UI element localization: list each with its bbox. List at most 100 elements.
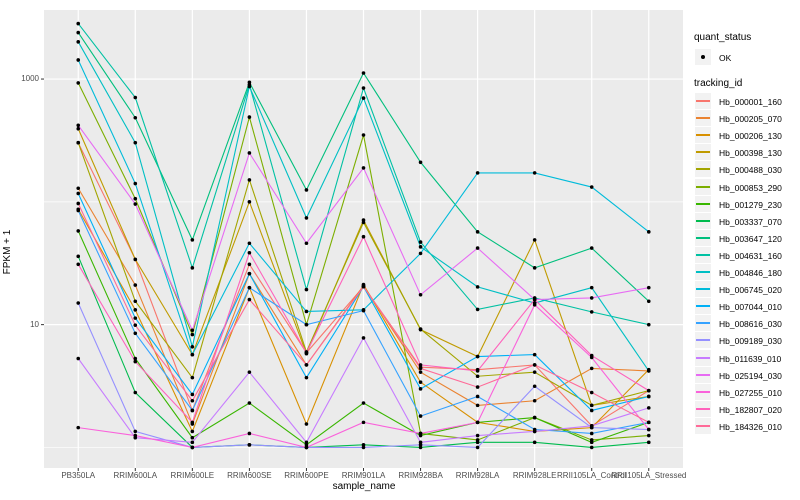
series-color-key-icon: [695, 127, 711, 144]
data-point: [418, 245, 423, 249]
data-point: [133, 283, 138, 287]
series-color-key-icon: [695, 400, 711, 417]
data-point: [418, 363, 423, 367]
data-point: [532, 429, 537, 434]
legend-item-label: OK: [719, 53, 732, 63]
data-point: [361, 336, 366, 340]
legend: quant_status OK tracking_id Hb_000001_16…: [693, 0, 800, 500]
data-point: [646, 440, 651, 445]
data-point: [76, 186, 81, 191]
x-tick-label: RRIM600PE: [284, 471, 329, 480]
series-color-key-icon: [695, 246, 711, 263]
data-point: [418, 292, 423, 297]
data-point: [589, 445, 594, 450]
x-tick-label: RRII105LA_Control: [557, 471, 627, 480]
ok-point-key-icon: [695, 49, 711, 65]
data-point: [190, 429, 195, 434]
data-point: [361, 86, 366, 90]
data-point: [475, 394, 480, 399]
data-point: [418, 240, 423, 244]
data-point: [418, 366, 423, 371]
legend-item-label: Hb_025194_030: [719, 370, 782, 381]
data-point: [76, 262, 81, 267]
data-point: [190, 440, 195, 445]
data-point: [589, 424, 594, 428]
legend-item-label: Hb_009189_030: [719, 336, 782, 347]
data-point: [475, 285, 480, 289]
data-point: [190, 445, 195, 450]
y-axis-title: FPKM + 1: [2, 229, 13, 275]
data-point: [133, 316, 138, 320]
data-point: [190, 266, 195, 270]
data-point: [589, 431, 594, 436]
data-point: [418, 380, 423, 384]
data-point: [304, 188, 309, 192]
data-point: [361, 234, 366, 239]
data-point: [646, 230, 651, 234]
data-point: [361, 308, 366, 313]
data-point: [190, 408, 195, 413]
data-point: [133, 356, 138, 361]
data-point: [247, 178, 252, 182]
data-point: [190, 344, 195, 349]
data-point: [532, 266, 537, 270]
series-color-key-icon: [695, 195, 711, 212]
data-point: [418, 414, 423, 418]
x-tick-label: RRIM600LE: [170, 471, 215, 480]
legend-item-label: Hb_184326_010: [719, 421, 782, 432]
series-color-key-icon: [695, 349, 711, 366]
data-point: [247, 443, 252, 447]
data-point: [247, 250, 252, 255]
data-point: [646, 433, 651, 438]
data-point: [133, 308, 138, 312]
legend-item-label: Hb_008616_030: [719, 319, 782, 330]
x-tick-label: RRIM901LA: [341, 471, 386, 480]
series-color-key-icon: [695, 93, 711, 109]
data-point: [361, 166, 366, 170]
data-point: [475, 403, 480, 408]
data-point: [247, 285, 252, 290]
data-point: [190, 352, 195, 357]
data-point: [532, 363, 537, 367]
data-point: [247, 401, 252, 405]
data-point: [646, 299, 651, 304]
data-point: [76, 356, 81, 361]
series-color-key-icon: [695, 366, 711, 383]
data-point: [418, 327, 423, 331]
data-point: [190, 375, 195, 380]
data-point: [418, 431, 423, 436]
data-point: [76, 58, 81, 62]
data-point: [76, 123, 81, 128]
legend-item-label: Hb_000398_130: [719, 148, 782, 159]
data-point: [589, 408, 594, 413]
data-point: [247, 431, 252, 436]
data-point: [475, 445, 480, 450]
data-point: [646, 420, 651, 425]
data-point: [532, 238, 537, 242]
data-point: [646, 369, 651, 373]
data-point: [361, 443, 366, 447]
legend-item-label: Hb_006745_020: [719, 285, 782, 296]
data-point: [190, 238, 195, 242]
x-tick-label: RRIM928BA: [398, 471, 443, 480]
data-point: [361, 420, 366, 425]
data-point: [475, 433, 480, 438]
data-point: [361, 71, 366, 75]
y-tick-label: 1000: [21, 74, 39, 84]
data-point: [589, 185, 594, 189]
series-color-key-icon: [695, 298, 711, 315]
data-point: [190, 328, 195, 333]
y-tick-label: 10: [30, 319, 39, 329]
data-point: [247, 370, 252, 374]
data-point: [190, 392, 195, 397]
x-axis-title: sample_name: [332, 481, 396, 492]
data-point: [532, 440, 537, 445]
data-point: [304, 445, 309, 450]
data-point: [475, 385, 480, 389]
legend-item-label: Hb_000488_030: [719, 165, 782, 176]
series-color-key-icon: [695, 383, 711, 400]
data-point: [532, 415, 537, 420]
data-point: [133, 202, 138, 206]
data-point: [589, 366, 594, 371]
